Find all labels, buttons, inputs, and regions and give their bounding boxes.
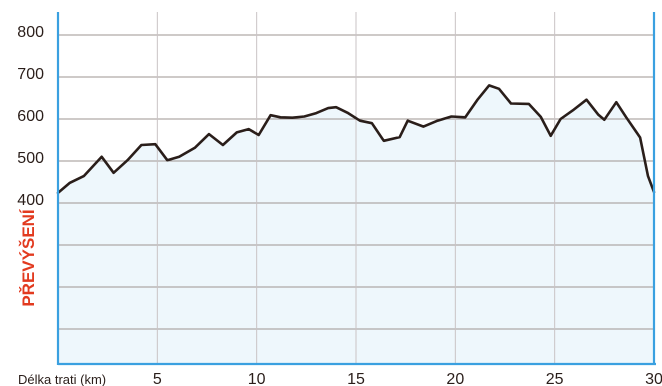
- y-tick-label: 600: [17, 108, 44, 125]
- x-tick-label: 10: [248, 371, 266, 386]
- x-tick-label: 25: [546, 371, 564, 386]
- x-tick-label: 15: [347, 371, 365, 386]
- x-axis-title: Délka trati (km): [18, 372, 106, 386]
- y-tick-label: 500: [17, 150, 44, 167]
- y-axis-title: PŘEVÝŠENÍ: [19, 208, 38, 307]
- y-tick-label: 400: [17, 192, 44, 209]
- x-tick-label: 30: [645, 371, 662, 386]
- y-tick-label: 700: [17, 66, 44, 83]
- y-tick-label: 800: [17, 24, 44, 41]
- x-tick-label: 20: [446, 371, 464, 386]
- x-tick-label: 5: [153, 371, 162, 386]
- elevation-profile-line: [56, 84, 656, 195]
